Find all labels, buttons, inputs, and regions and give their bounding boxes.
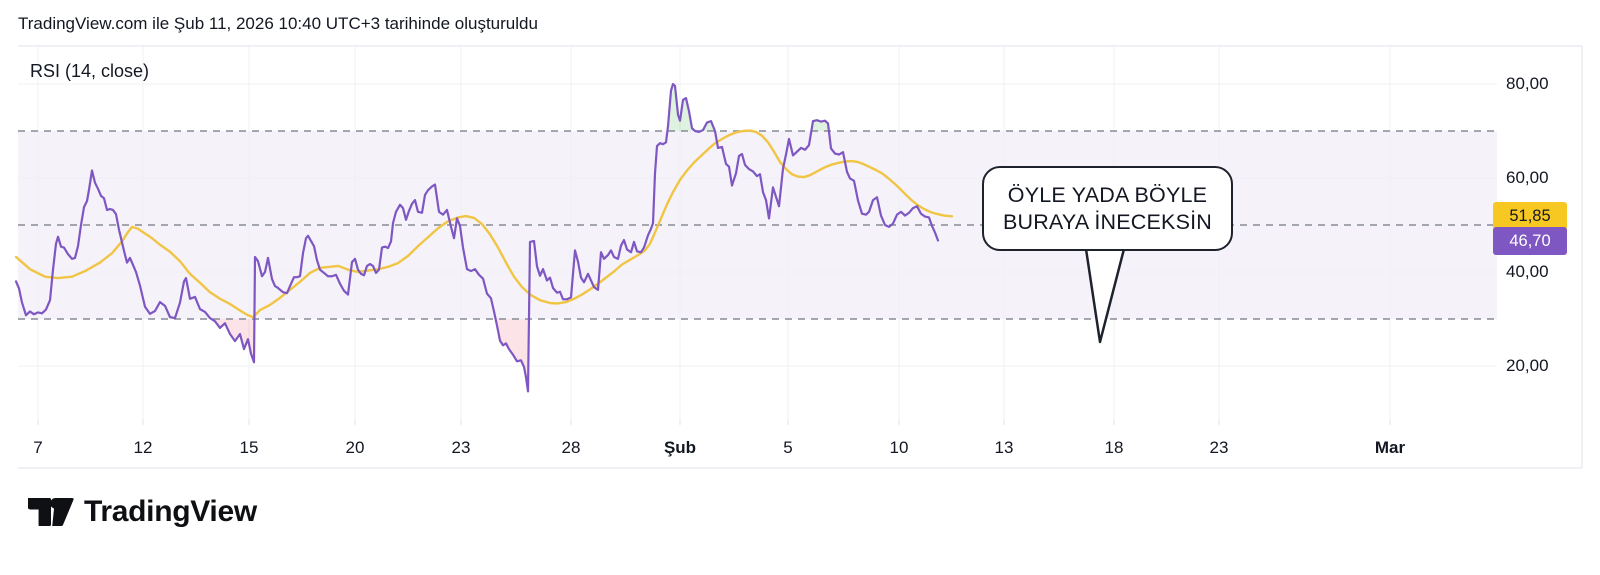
time-axis-label-15: 15: [239, 438, 259, 457]
tradingview-logo[interactable]: TradingView: [28, 494, 257, 530]
annotation-callout[interactable]: ÖYLE YADA BÖYLE BURAYA İNECEKSİN: [982, 166, 1233, 251]
price-axis-label-20: 20,00: [1506, 356, 1549, 375]
time-axis-label-18: 18: [1104, 438, 1124, 457]
time-axis-label-20: 20: [345, 438, 365, 457]
tradingview-logo-text: TradingView: [84, 495, 257, 528]
callout-text-line-2: BURAYA İNECEKSİN: [1002, 209, 1213, 234]
time-axis-label-5: 5: [783, 438, 793, 457]
rsi-line: [14, 82, 940, 393]
pane-borders: [18, 45, 1583, 469]
time-axis-label-23: 23: [1209, 438, 1229, 457]
ma-value-badge: 51,85: [1493, 202, 1567, 231]
rsi-value-badge: 46,70: [1493, 226, 1567, 255]
time-axis-label-28: 28: [561, 438, 581, 457]
time-axis-label-şub: Şub: [663, 438, 697, 457]
time-axis-label-10: 10: [889, 438, 909, 457]
price-axis-label-60: 60,00: [1506, 168, 1549, 187]
time-axis-label-13: 13: [994, 438, 1014, 457]
time-axis-label-12: 12: [133, 438, 153, 457]
attribution-text: TradingView.com ile Şub 11, 2026 10:40 U…: [18, 14, 538, 33]
ma-line: [14, 129, 954, 319]
callout-pointer: [1084, 248, 1126, 344]
rsi-indicator-label: RSI (14, close): [30, 61, 150, 81]
time-axis-label-23: 23: [451, 438, 471, 457]
tradingview-logo-mark: [28, 498, 74, 527]
price-axis-label-40: 40,00: [1506, 262, 1549, 281]
price-axis-label-80: 80,00: [1506, 74, 1549, 93]
time-axis-label-7: 7: [33, 438, 43, 457]
time-axis-label-mar: Mar: [1374, 438, 1406, 457]
callout-text-line-1: ÖYLE YADA BÖYLE: [1007, 182, 1208, 207]
rsi-band: [18, 131, 1497, 319]
